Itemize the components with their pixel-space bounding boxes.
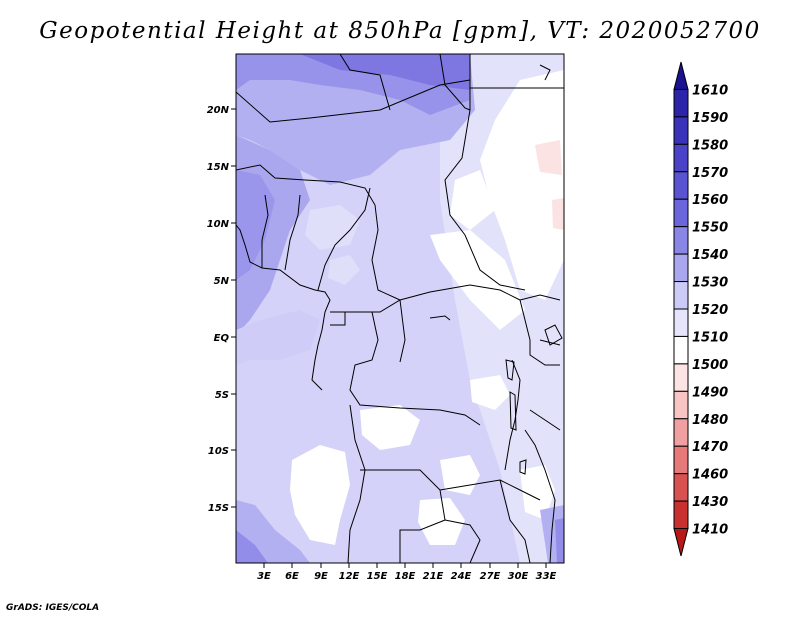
colorbar: 1610 1590 1580 1570 1560 1550 1540 1530 1520 1510… bbox=[673, 61, 728, 557]
colorbar-label: 1550 bbox=[692, 221, 728, 236]
lon-label: 3E bbox=[257, 571, 271, 582]
map-frame bbox=[235, 53, 565, 564]
colorbar-label: 1480 bbox=[692, 413, 728, 428]
colorbar-swatch bbox=[673, 281, 689, 310]
geopotential-field bbox=[236, 54, 564, 563]
colorbar-label: 1410 bbox=[692, 523, 728, 538]
colorbar-label: 1490 bbox=[692, 385, 728, 400]
lat-label: 10N bbox=[207, 219, 230, 230]
colorbar-label: 1610 bbox=[692, 83, 728, 98]
colorbar-label: 1590 bbox=[692, 111, 728, 126]
colorbar-label: 1510 bbox=[692, 330, 728, 345]
colorbar-swatch bbox=[673, 253, 689, 283]
colorbar-swatch bbox=[673, 116, 689, 145]
map-title: Geopotential Height at 850hPa [gpm], VT:… bbox=[39, 18, 761, 44]
lon-label: 15E bbox=[367, 571, 388, 582]
lon-label: 30E bbox=[508, 571, 529, 582]
lat-label: 15S bbox=[208, 503, 229, 514]
colorbar-label: 1560 bbox=[692, 193, 728, 208]
country-borders bbox=[236, 54, 564, 563]
colorbar-swatch bbox=[673, 143, 689, 173]
colorbar-swatch bbox=[673, 226, 689, 255]
lon-axis: 3E 6E 9E 12E 15E 18E 21E 24E 27E 30E 33E bbox=[257, 563, 557, 582]
colorbar-label: 1520 bbox=[692, 303, 728, 318]
colorbar-label: 1540 bbox=[692, 248, 728, 263]
colorbar-swatch bbox=[673, 500, 689, 530]
colorbar-swatch bbox=[673, 473, 689, 502]
lat-label: EQ bbox=[214, 333, 230, 344]
colorbar-label: 1430 bbox=[692, 495, 728, 510]
colorbar-swatch bbox=[673, 61, 689, 90]
lat-label: 15N bbox=[207, 162, 230, 173]
colorbar-swatch bbox=[673, 528, 689, 557]
colorbar-label: 1500 bbox=[692, 358, 728, 373]
lon-label: 21E bbox=[423, 571, 444, 582]
lon-label: 9E bbox=[314, 571, 328, 582]
lat-label: 5N bbox=[214, 276, 230, 287]
colorbar-swatch bbox=[673, 198, 689, 228]
lon-label: 24E bbox=[451, 571, 472, 582]
colorbar-label: 1460 bbox=[692, 468, 728, 483]
lat-label: 5S bbox=[215, 390, 229, 401]
grads-credit: GrADS: IGES/COLA bbox=[6, 603, 100, 613]
colorbar-swatch bbox=[673, 418, 689, 447]
lon-label: 27E bbox=[480, 571, 501, 582]
colorbar-swatch bbox=[673, 390, 689, 420]
colorbar-label: 1580 bbox=[692, 138, 728, 153]
lat-label: 10S bbox=[208, 446, 229, 457]
lat-label: 20N bbox=[207, 105, 230, 116]
lat-axis: 20N 15N 10N 5N EQ 5S 10S 15S bbox=[207, 105, 236, 514]
colorbar-swatch bbox=[673, 88, 689, 118]
lon-label: 12E bbox=[339, 571, 360, 582]
colorbar-swatch bbox=[673, 363, 689, 392]
colorbar-label: 1530 bbox=[692, 276, 728, 291]
lon-label: 33E bbox=[536, 571, 557, 582]
lon-label: 18E bbox=[395, 571, 416, 582]
lon-label: 6E bbox=[285, 571, 299, 582]
colorbar-swatch bbox=[673, 335, 689, 365]
colorbar-swatch bbox=[673, 308, 689, 337]
colorbar-swatch bbox=[673, 171, 689, 200]
colorbar-label: 1570 bbox=[692, 166, 728, 181]
colorbar-swatch bbox=[673, 445, 689, 475]
colorbar-label: 1470 bbox=[692, 440, 728, 455]
